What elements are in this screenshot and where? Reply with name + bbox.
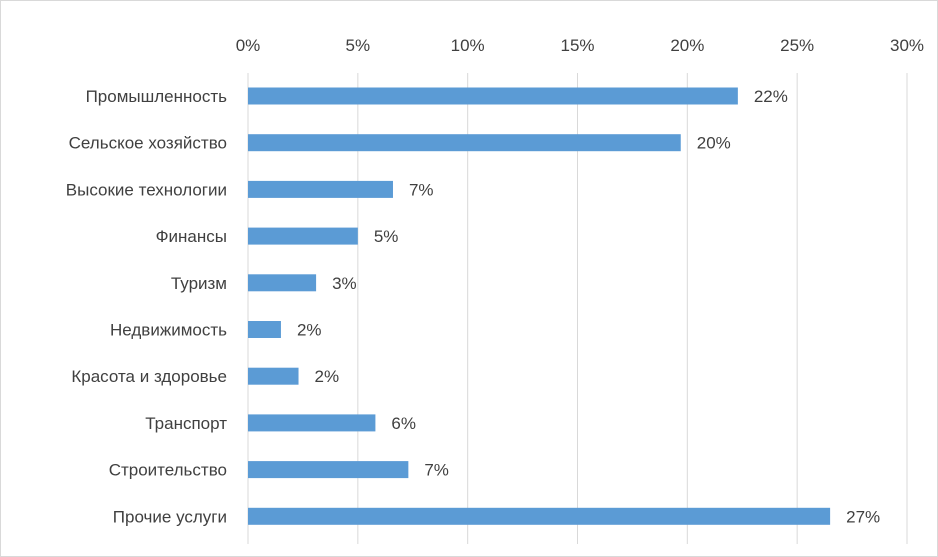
bar — [248, 180, 393, 198]
bar — [248, 507, 831, 525]
x-tick-label: 20% — [670, 36, 704, 55]
bar — [248, 367, 299, 385]
category-label: Сельское хозяйство — [69, 134, 227, 153]
data-label: 20% — [697, 134, 731, 153]
x-tick-label: 10% — [451, 36, 485, 55]
data-label: 22% — [754, 87, 788, 106]
data-label: 7% — [424, 461, 449, 480]
data-labels: 22% 20% 7% 5% 3% 2% 2% 6% 7% 27% — [297, 87, 880, 526]
bars — [248, 87, 831, 525]
data-label: 6% — [391, 414, 416, 433]
bar — [248, 274, 317, 292]
x-tick-label: 25% — [780, 36, 814, 55]
x-axis: 0% 5% 10% 15% 20% 25% 30% — [236, 36, 924, 55]
data-label: 7% — [409, 180, 434, 199]
category-label: Туризм — [171, 274, 227, 293]
category-label: Красота и здоровье — [71, 367, 227, 386]
category-label: Высокие технологии — [66, 180, 227, 199]
data-label: 5% — [374, 227, 399, 246]
bar — [248, 321, 281, 338]
x-tick-label: 30% — [890, 36, 924, 55]
x-tick-label: 5% — [346, 36, 371, 55]
bar — [248, 414, 376, 432]
x-tick-label: 0% — [236, 36, 261, 55]
category-axis: Промышленность Сельское хозяйство Высокие … — [66, 87, 227, 526]
bar — [248, 87, 738, 105]
category-label: Прочие услуги — [113, 507, 227, 526]
bar — [248, 227, 358, 245]
bar — [248, 134, 681, 152]
category-label: Промышленность — [86, 87, 228, 106]
category-label: Строительство — [109, 461, 227, 480]
data-label: 2% — [315, 367, 340, 386]
bar — [248, 461, 409, 479]
data-label: 3% — [332, 274, 357, 293]
data-label: 27% — [846, 507, 880, 526]
category-label: Транспорт — [145, 414, 227, 433]
gridlines — [247, 73, 908, 544]
x-tick-label: 15% — [560, 36, 594, 55]
category-label: Недвижимость — [110, 321, 227, 340]
data-label: 2% — [297, 321, 322, 340]
category-label: Финансы — [156, 227, 227, 246]
